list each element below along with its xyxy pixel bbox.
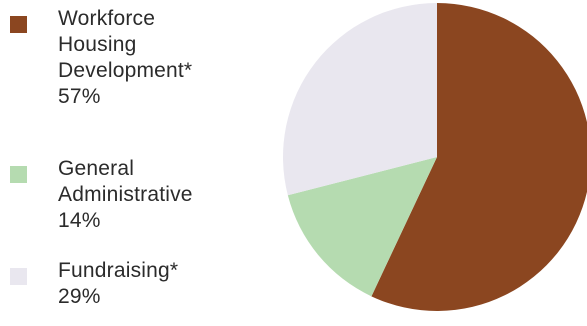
legend-swatch-workforce-housing	[10, 16, 27, 33]
pie-slice-workforce-housing	[371, 3, 587, 311]
legend-label-line: Administrative	[58, 183, 193, 206]
legend-label-line: General	[58, 157, 135, 180]
legend-item-fundraising: Fundraising* 29%	[0, 258, 178, 310]
legend-swatch-general-administrative	[10, 166, 27, 183]
legend-value-label: 29%	[58, 285, 101, 308]
legend-label-line: Workforce	[58, 7, 156, 30]
legend-label-line: Housing	[58, 33, 137, 56]
legend-value-label: 57%	[58, 85, 101, 108]
pie-slice-general-administrative	[287, 157, 437, 297]
legend-label-workforce-housing: Workforce Housing Development* 57%	[58, 6, 192, 110]
chart-legend: Workforce Housing Development* 57% Gener…	[0, 0, 260, 321]
legend-label-line: Development*	[58, 59, 193, 82]
legend-label-line: Fundraising*	[58, 259, 179, 282]
legend-swatch-fundraising	[10, 268, 27, 285]
legend-item-workforce-housing: Workforce Housing Development* 57%	[0, 6, 192, 110]
legend-label-fundraising: Fundraising* 29%	[58, 258, 178, 310]
legend-item-general-administrative: General Administrative 14%	[0, 156, 193, 234]
legend-value-label: 14%	[58, 209, 101, 232]
legend-label-general-administrative: General Administrative 14%	[58, 156, 193, 234]
pie-slice-fundraising	[283, 3, 437, 196]
